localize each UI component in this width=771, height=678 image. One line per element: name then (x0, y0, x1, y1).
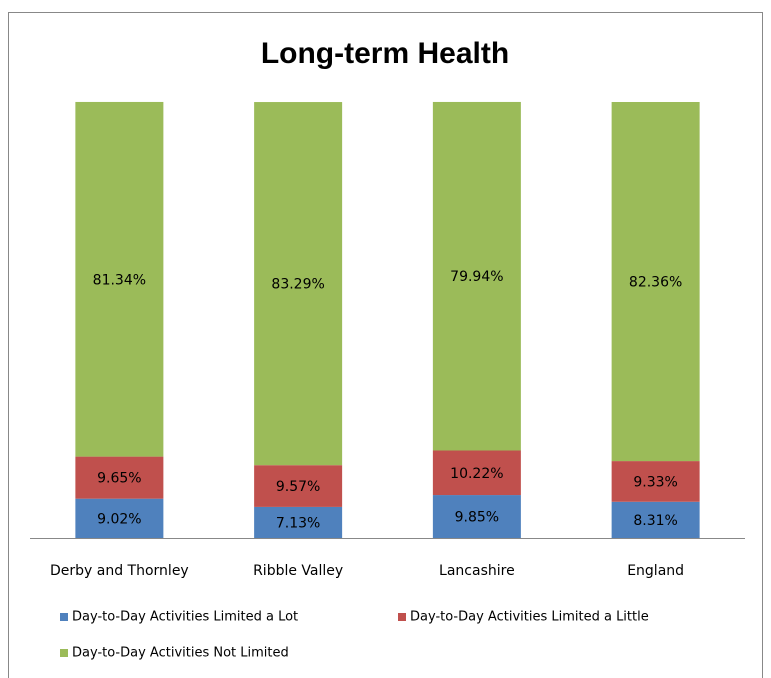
x-tick-label: Lancashire (439, 563, 515, 579)
data-label: 9.85% (455, 510, 499, 526)
x-tick-label: England (627, 563, 684, 579)
data-label: 83.29% (271, 277, 324, 293)
data-label: 82.36% (629, 275, 682, 291)
bar-segment (75, 498, 164, 538)
data-label: 9.65% (97, 471, 141, 487)
legend-swatch (60, 613, 68, 621)
legend-swatch (398, 613, 406, 621)
bar-segment (432, 495, 521, 538)
legend-label: Day-to-Day Activities Not Limited (72, 646, 289, 661)
legend-swatch (60, 649, 68, 657)
bar-segment (432, 101, 521, 451)
bar-segment (254, 102, 343, 466)
bar-segment (75, 456, 164, 499)
legend-label: Day-to-Day Activities Limited a Lot (72, 610, 298, 625)
bar-segment (611, 102, 700, 462)
data-label: 9.57% (276, 479, 320, 495)
bar-segment (254, 506, 343, 538)
data-label: 9.33% (633, 474, 677, 490)
legend-label: Day-to-Day Activities Limited a Little (410, 610, 649, 625)
bar-segment (75, 101, 164, 457)
x-tick-label: Ribble Valley (253, 563, 343, 579)
bar-segment (432, 450, 521, 496)
bar-segment (254, 465, 343, 507)
data-label: 9.02% (97, 511, 141, 527)
data-label: 10.22% (450, 466, 503, 482)
bar-segment (611, 461, 700, 502)
data-label: 81.34% (93, 272, 146, 288)
x-tick-label: Derby and Thornley (50, 563, 189, 579)
data-label: 79.94% (450, 269, 503, 285)
data-label: 8.31% (633, 513, 677, 529)
bar-segment (611, 501, 700, 538)
chart-title: Long-term Health (261, 37, 509, 70)
data-label: 7.13% (276, 515, 320, 531)
